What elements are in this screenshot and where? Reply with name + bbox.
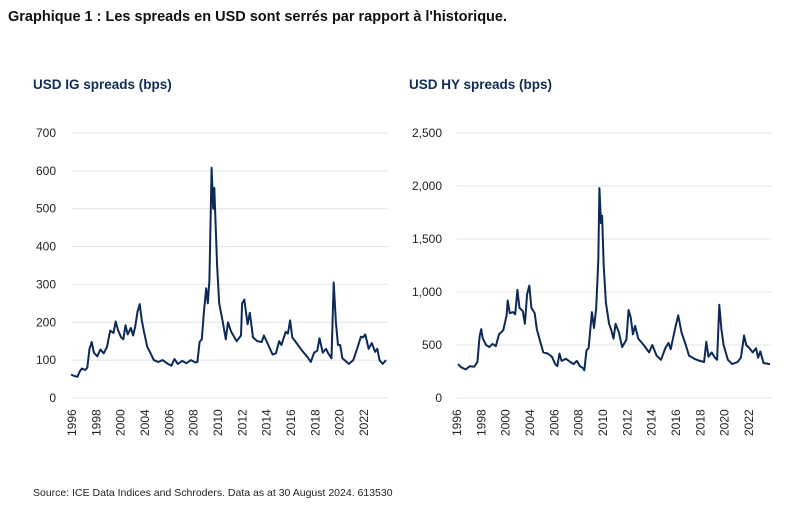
y-tick-label: 700 — [36, 126, 56, 140]
ig-chart-title: USD IG spreads (bps) — [33, 77, 172, 92]
x-tick-label: 2010 — [211, 409, 225, 436]
y-tick-label: 1,500 — [412, 232, 442, 246]
source-note: Source: ICE Data Indices and Schroders. … — [33, 487, 393, 499]
y-tick-label: 500 — [422, 338, 442, 352]
spread-series-line — [70, 166, 387, 378]
x-tick-label: 2000 — [499, 409, 513, 436]
x-tick-label: 2006 — [547, 409, 561, 436]
x-tick-label: 2016 — [669, 409, 683, 436]
x-tick-label: 2012 — [235, 409, 249, 436]
y-tick-label: 0 — [435, 391, 442, 405]
x-tick-label: 2006 — [162, 409, 176, 436]
figure-title: Graphique 1 : Les spreads en USD sont se… — [8, 9, 507, 25]
x-tick-label: 2008 — [187, 409, 201, 436]
y-tick-label: 100 — [36, 353, 56, 367]
x-tick-label: 2018 — [693, 409, 707, 436]
y-tick-label: 0 — [49, 391, 56, 405]
y-tick-label: 200 — [36, 315, 56, 329]
y-tick-label: 2,500 — [412, 126, 442, 140]
y-tick-label: 400 — [36, 240, 56, 254]
y-tick-label: 2,000 — [412, 179, 442, 193]
x-tick-label: 2012 — [620, 409, 634, 436]
x-tick-label: 2004 — [523, 409, 537, 436]
x-tick-label: 2018 — [308, 409, 322, 436]
x-tick-label: 2010 — [596, 409, 610, 436]
x-tick-label: 2014 — [260, 409, 274, 436]
x-tick-label: 1998 — [474, 409, 488, 436]
y-tick-label: 300 — [36, 277, 56, 291]
x-tick-label: 1996 — [65, 409, 79, 436]
x-tick-label: 1998 — [89, 409, 103, 436]
hy-chart-title: USD HY spreads (bps) — [409, 77, 553, 92]
x-tick-label: 2016 — [284, 409, 298, 436]
x-tick-label: 2020 — [333, 409, 347, 436]
x-tick-label: 2022 — [742, 409, 756, 436]
spread-series-line — [457, 187, 771, 372]
y-tick-label: 1,000 — [412, 285, 442, 299]
x-tick-label: 1996 — [450, 409, 464, 436]
x-tick-label: 2008 — [572, 409, 586, 436]
x-tick-label: 2022 — [357, 409, 371, 436]
x-tick-label: 2004 — [138, 409, 152, 436]
y-tick-label: 500 — [36, 202, 56, 216]
y-tick-label: 600 — [36, 164, 56, 178]
x-tick-label: 2014 — [645, 409, 659, 436]
x-tick-label: 2000 — [114, 409, 128, 436]
x-tick-label: 2020 — [718, 409, 732, 436]
